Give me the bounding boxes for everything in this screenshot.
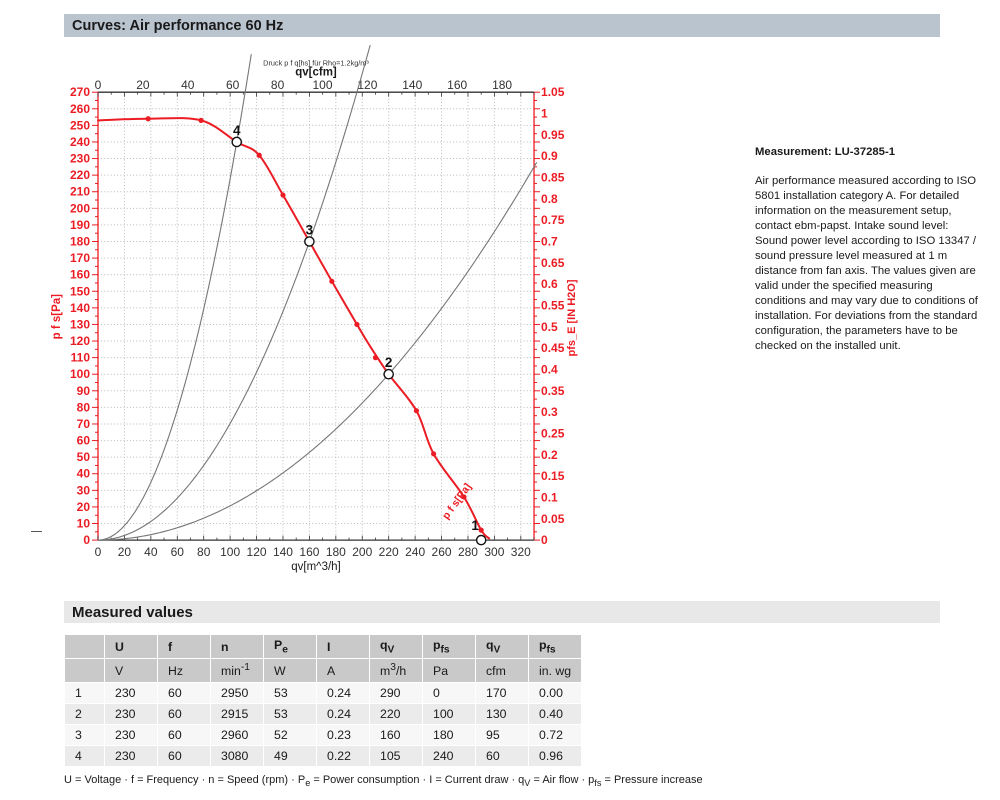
svg-text:20: 20: [136, 78, 150, 92]
svg-text:260: 260: [432, 545, 452, 559]
svg-text:0.2: 0.2: [541, 448, 558, 462]
svg-text:220: 220: [379, 545, 399, 559]
svg-text:60: 60: [226, 78, 240, 92]
svg-text:40: 40: [144, 545, 158, 559]
svg-text:4: 4: [233, 123, 241, 138]
svg-text:80: 80: [197, 545, 211, 559]
svg-text:200: 200: [352, 545, 372, 559]
svg-text:0.55: 0.55: [541, 298, 565, 312]
svg-text:160: 160: [299, 545, 319, 559]
svg-text:100: 100: [312, 78, 332, 92]
svg-text:0: 0: [95, 78, 102, 92]
svg-text:220: 220: [70, 168, 90, 182]
svg-text:60: 60: [77, 434, 91, 448]
svg-text:120: 120: [247, 545, 267, 559]
svg-text:0.3: 0.3: [541, 405, 558, 419]
svg-text:140: 140: [273, 545, 293, 559]
svg-text:pfs_E [IN H2O]: pfs_E [IN H2O]: [566, 279, 578, 356]
svg-text:70: 70: [77, 417, 91, 431]
svg-text:240: 240: [70, 135, 90, 149]
svg-text:0.95: 0.95: [541, 128, 565, 142]
svg-text:qv[cfm]: qv[cfm]: [295, 67, 337, 79]
svg-text:130: 130: [70, 317, 90, 331]
svg-text:140: 140: [70, 301, 90, 315]
svg-text:320: 320: [511, 545, 531, 559]
svg-text:0.45: 0.45: [541, 341, 565, 355]
svg-text:0.05: 0.05: [541, 512, 565, 526]
svg-text:1: 1: [471, 518, 479, 533]
svg-text:80: 80: [271, 78, 285, 92]
svg-text:120: 120: [70, 334, 90, 348]
svg-text:60: 60: [171, 545, 185, 559]
svg-text:0.5: 0.5: [541, 320, 558, 334]
svg-text:p f s[Pa]: p f s[Pa]: [51, 294, 63, 340]
svg-text:0.4: 0.4: [541, 362, 558, 376]
svg-text:0.25: 0.25: [541, 426, 565, 440]
svg-text:140: 140: [402, 78, 422, 92]
svg-text:0.1: 0.1: [541, 490, 558, 504]
svg-text:230: 230: [70, 152, 90, 166]
svg-text:0.35: 0.35: [541, 384, 565, 398]
svg-text:160: 160: [447, 78, 467, 92]
svg-text:0.9: 0.9: [541, 149, 558, 163]
svg-text:110: 110: [71, 351, 91, 365]
svg-text:180: 180: [492, 78, 512, 92]
svg-text:0.7: 0.7: [541, 235, 558, 249]
svg-text:40: 40: [181, 78, 195, 92]
svg-text:1.05: 1.05: [541, 85, 565, 99]
svg-text:1: 1: [541, 107, 548, 121]
svg-text:qv[m^3/h]: qv[m^3/h]: [291, 561, 341, 573]
svg-text:190: 190: [70, 218, 90, 232]
svg-text:0.85: 0.85: [541, 171, 565, 185]
svg-text:0.75: 0.75: [541, 213, 565, 227]
svg-text:0: 0: [95, 545, 102, 559]
svg-text:200: 200: [70, 201, 90, 215]
svg-text:20: 20: [77, 500, 91, 514]
svg-text:270: 270: [70, 85, 90, 99]
svg-text:0.8: 0.8: [541, 192, 558, 206]
svg-text:240: 240: [405, 545, 425, 559]
svg-text:30: 30: [77, 483, 91, 497]
svg-text:40: 40: [77, 467, 91, 481]
svg-text:0.65: 0.65: [541, 256, 565, 270]
svg-text:100: 100: [70, 367, 90, 381]
svg-text:180: 180: [326, 545, 346, 559]
svg-text:2: 2: [385, 355, 393, 370]
svg-text:90: 90: [77, 384, 91, 398]
svg-text:50: 50: [77, 450, 91, 464]
svg-text:80: 80: [77, 400, 91, 414]
svg-text:180: 180: [70, 235, 90, 249]
svg-text:280: 280: [458, 545, 478, 559]
svg-text:0: 0: [541, 533, 548, 547]
svg-text:170: 170: [70, 251, 90, 265]
svg-text:3: 3: [306, 223, 314, 238]
svg-text:20: 20: [118, 545, 132, 559]
svg-text:160: 160: [70, 268, 90, 282]
svg-text:210: 210: [70, 185, 90, 199]
svg-text:300: 300: [484, 545, 504, 559]
svg-text:10: 10: [77, 517, 91, 531]
svg-text:0: 0: [83, 533, 90, 547]
svg-text:0.6: 0.6: [541, 277, 558, 291]
svg-text:260: 260: [70, 102, 90, 116]
svg-text:250: 250: [70, 118, 90, 132]
svg-text:0.15: 0.15: [541, 469, 565, 483]
svg-text:150: 150: [70, 284, 90, 298]
svg-text:100: 100: [220, 545, 240, 559]
